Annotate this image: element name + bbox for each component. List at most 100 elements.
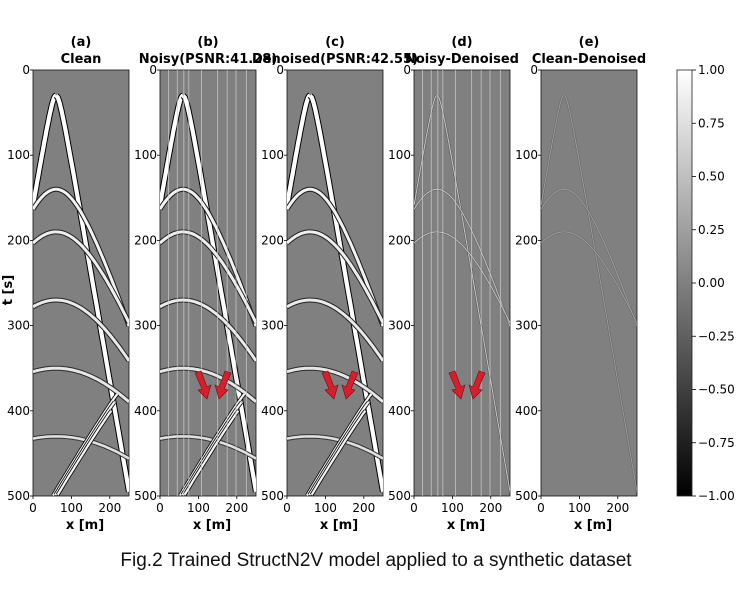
- colorbar-ticks: 1.00 0.75 0.50 0.25 0.00 −0.25 −0.50 −0.75 −1.00: [692, 63, 735, 503]
- event-bright: [414, 188, 437, 210]
- event-bright: [563, 95, 637, 492]
- y-tick-label: 300: [261, 319, 284, 333]
- y-tick-label: 400: [261, 404, 284, 418]
- x-axis-label: x [m]: [447, 518, 485, 533]
- red-arrow-icon: [468, 370, 486, 400]
- event-bright: [287, 93, 311, 206]
- cross-event-bright: [183, 410, 240, 496]
- panel-title: Denoised(PSNR:42.55): [252, 52, 418, 67]
- event-bright: [182, 187, 256, 327]
- event-bright: [160, 435, 183, 440]
- y-tick-label: 400: [7, 404, 30, 418]
- panel-events: [160, 70, 256, 496]
- event-dark: [563, 94, 637, 492]
- x-axis-label: x [m]: [193, 518, 231, 533]
- panel-events: [287, 92, 383, 496]
- y-tick-label: 200: [134, 233, 157, 247]
- panel-letter: (d): [451, 35, 472, 50]
- event-bright: [160, 298, 183, 309]
- y-tick-label: 100: [134, 148, 157, 162]
- event-bright: [436, 95, 510, 492]
- y-tick-label: 500: [7, 489, 30, 503]
- panel-image: [413, 69, 511, 497]
- panel-image: [540, 69, 638, 497]
- y-tick-label: 100: [515, 148, 538, 162]
- red-arrow-icon: [341, 370, 359, 400]
- cross-event-bright: [56, 410, 113, 496]
- event-bright: [183, 366, 256, 404]
- panel-events: [541, 94, 637, 492]
- event-dark: [541, 188, 564, 210]
- colorbar-tick-label: 0.75: [698, 116, 725, 130]
- event-bright: [182, 298, 256, 362]
- event-bright: [55, 230, 129, 324]
- y-tick-label: 0: [403, 63, 411, 77]
- event-dark: [563, 230, 637, 324]
- event-bright: [414, 231, 437, 244]
- event-bright: [160, 366, 183, 374]
- event-dark: [563, 188, 637, 327]
- red-arrow-icon: [194, 370, 212, 400]
- y-tick-label: 100: [7, 148, 30, 162]
- y-tick-label: 200: [7, 233, 30, 247]
- event-bright: [414, 94, 438, 206]
- y-tick-label: 500: [261, 489, 284, 503]
- y-tick-label: 500: [134, 489, 157, 503]
- event-bright: [309, 187, 383, 327]
- panel-events: [414, 70, 510, 496]
- y-tick-label: 300: [388, 319, 411, 333]
- event-bright: [160, 230, 183, 245]
- panel-title: Clean-Denoised: [532, 52, 646, 67]
- colorbar-tick-label: −0.75: [698, 436, 735, 450]
- y-tick-label: 100: [388, 148, 411, 162]
- event-bright: [287, 298, 310, 309]
- x-tick-label: 100: [568, 501, 591, 515]
- event-bright: [55, 187, 129, 327]
- event-bright: [33, 187, 56, 210]
- y-tick-label: 0: [530, 63, 538, 77]
- event-bright: [287, 366, 310, 374]
- figure-caption: Fig.2 Trained StructN2V model applied to…: [120, 550, 632, 571]
- event-bright: [160, 93, 184, 206]
- panel-letter: (e): [579, 35, 600, 50]
- event-bright: [287, 435, 310, 440]
- x-tick-label: 0: [156, 501, 164, 515]
- event-bright: [563, 231, 637, 324]
- event-bright: [436, 231, 510, 324]
- colorbar-tick-label: 0.00: [698, 276, 725, 290]
- y-tick-label: 400: [515, 404, 538, 418]
- event-bright: [33, 435, 56, 440]
- y-tick-label: 300: [7, 319, 30, 333]
- x-axis-label: x [m]: [320, 518, 358, 533]
- y-tick-label: 300: [515, 319, 538, 333]
- event-bright: [287, 230, 310, 245]
- x-tick-label: 100: [314, 501, 337, 515]
- event-bright: [181, 94, 256, 493]
- event-bright: [160, 187, 183, 210]
- panel-title: Noisy(PSNR:41.28): [139, 52, 277, 67]
- event-bright: [310, 366, 383, 404]
- colorbar-tick-label: −0.50: [698, 383, 735, 397]
- event-bright: [33, 93, 57, 206]
- y-tick-label: 300: [134, 319, 157, 333]
- y-tick-label: 100: [261, 148, 284, 162]
- y-tick-label: 0: [149, 63, 157, 77]
- y-tick-label: 200: [515, 233, 538, 247]
- event-bright: [287, 187, 310, 210]
- event-bright: [309, 298, 383, 362]
- red-arrow-icon: [321, 370, 339, 400]
- x-axis-label: x [m]: [574, 518, 612, 533]
- x-tick-label: 200: [225, 501, 248, 515]
- x-tick-label: 0: [537, 501, 545, 515]
- panel-denoised: (c)Denoised(PSNR:42.55)01002003004005000…: [252, 35, 418, 533]
- event-bright: [541, 94, 565, 206]
- event-bright: [54, 94, 129, 493]
- red-arrow-icon: [214, 370, 232, 400]
- event-dark: [541, 230, 564, 244]
- x-tick-label: 0: [283, 501, 291, 515]
- event-bright: [55, 298, 129, 362]
- y-axis-label: t [s]: [1, 275, 16, 305]
